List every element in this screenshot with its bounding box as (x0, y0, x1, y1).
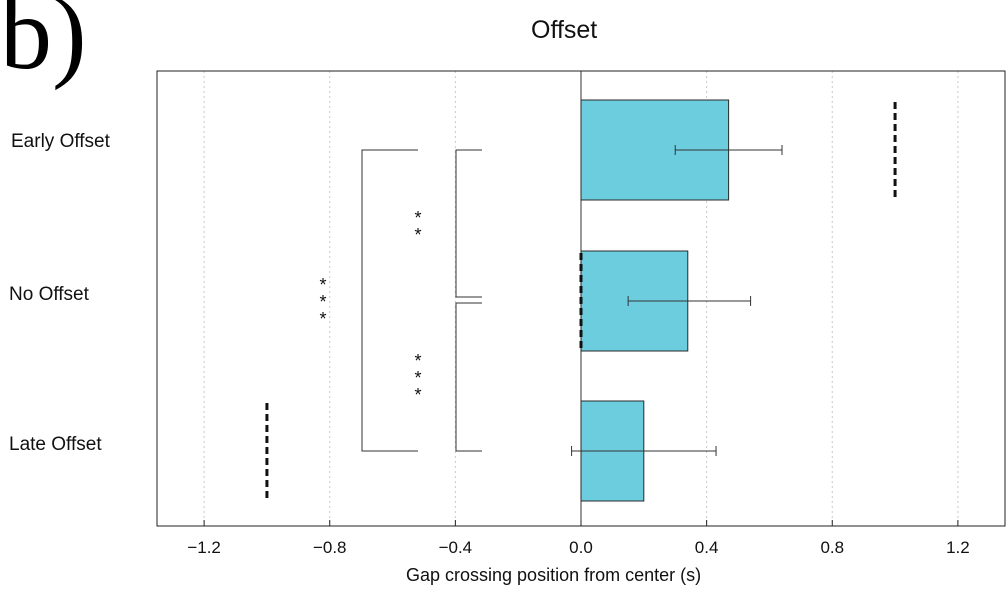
significance-brackets: ******** (319, 149, 482, 452)
panel-label: b) (0, 0, 87, 91)
x-tick-label: 0.4 (695, 538, 719, 557)
chart-title: Offset (531, 16, 598, 44)
x-axis-ticks: −1.2 −0.8 −0.4 0.0 0.4 0.8 1.2 (187, 520, 970, 557)
significance-stars: * (414, 368, 421, 388)
significance-bracket (455, 149, 482, 298)
x-tick-label: −0.4 (439, 538, 473, 557)
x-tick-label: 1.2 (946, 538, 970, 557)
x-tick-label: −0.8 (313, 538, 347, 557)
significance-stars: * (414, 351, 421, 371)
significance-stars: * (319, 275, 326, 295)
x-tick-label: −1.2 (187, 538, 221, 557)
significance-bracket (361, 149, 418, 452)
bars (571, 99, 783, 502)
x-tick-label: 0.8 (820, 538, 844, 557)
significance-stars: * (414, 225, 421, 245)
significance-stars: * (414, 385, 421, 405)
significance-stars: * (319, 292, 326, 312)
significance-stars: * (414, 208, 421, 228)
significance-bracket (455, 302, 482, 452)
category-label-early-offset: Early Offset (11, 131, 110, 152)
x-axis-label: Gap crossing position from center (s) (406, 565, 702, 585)
reference-markers (265, 102, 897, 499)
category-label-no-offset: No Offset (9, 284, 89, 305)
significance-stars: * (319, 309, 326, 329)
x-tick-label: 0.0 (569, 538, 593, 557)
category-label-late-offset: Late Offset (9, 434, 102, 455)
